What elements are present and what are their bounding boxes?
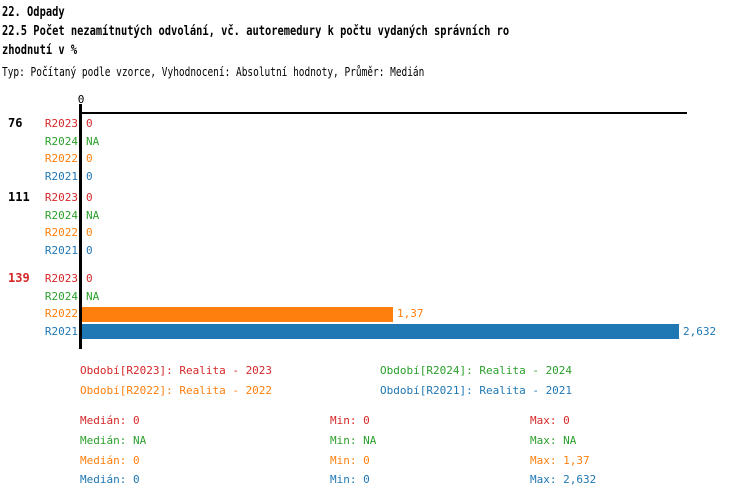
indicator-title-line1: 22.5 Počet nezamítnutých odvolání, vč. a…: [2, 24, 510, 39]
stat-max-r2024: Max: NA: [530, 434, 577, 447]
period-label: R2024: [44, 134, 78, 148]
y-axis-line: [79, 104, 82, 349]
stat-median-r2024: Medián: NA: [80, 434, 147, 447]
legend-item-r2022: Období[R2022]: Realita - 2022: [80, 384, 273, 397]
legend-item-r2021: Období[R2021]: Realita - 2021: [380, 384, 573, 397]
group-label: 76: [8, 116, 23, 130]
row-value-label: NA: [86, 208, 100, 222]
period-label: R2022: [44, 226, 78, 239]
row-value-label: 0: [86, 117, 93, 130]
legend-item-r2024: Období[R2024]: Realita - 2024: [380, 364, 573, 377]
axis-zero-tick-label: 0: [77, 93, 85, 106]
row-value-label: 0: [86, 226, 93, 239]
x-axis-line: [79, 112, 687, 114]
row-value-label: NA: [86, 289, 100, 303]
stat-median-r2021: Medián: 0: [80, 473, 140, 486]
bar-value-label: 2,632: [683, 324, 717, 338]
stat-max-r2021: Max: 2,632: [530, 473, 597, 486]
row-value-label: 0: [86, 243, 93, 257]
indicator-meta: Typ: Počítaný podle vzorce, Vyhodnocení:…: [2, 65, 425, 79]
legend-item-r2023: Období[R2023]: Realita - 2023: [80, 364, 273, 377]
period-label: R2024: [44, 208, 78, 222]
stat-max-r2022: Max: 1,37: [530, 454, 590, 467]
value-bar: [82, 324, 679, 339]
group-label: 139: [8, 271, 30, 285]
period-label: R2022: [44, 307, 78, 320]
period-label: R2024: [44, 289, 78, 303]
row-value-label: 0: [86, 152, 93, 165]
period-label: R2021: [44, 169, 78, 183]
row-value-label: NA: [86, 134, 100, 148]
stat-min-r2024: Min: NA: [330, 434, 377, 447]
indicator-title-line2: zhodnutí v %: [2, 43, 78, 58]
period-label: R2022: [44, 152, 78, 165]
stat-median-r2023: Medián: 0: [80, 414, 140, 427]
stat-median-r2022: Medián: 0: [80, 454, 140, 467]
period-label: R2021: [44, 324, 78, 338]
row-value-label: 0: [86, 191, 93, 204]
stat-max-r2023: Max: 0: [530, 414, 570, 427]
stat-min-r2022: Min: 0: [330, 454, 370, 467]
period-label: R2023: [44, 117, 78, 130]
bar-value-label: 1,37: [397, 307, 424, 320]
group-label: 111: [8, 190, 30, 204]
period-label: R2023: [44, 272, 78, 285]
stat-min-r2023: Min: 0: [330, 414, 370, 427]
value-bar: [82, 306, 393, 322]
period-label: R2021: [44, 243, 78, 257]
row-value-label: 0: [86, 272, 93, 285]
section-title: 22. Odpady: [2, 5, 65, 20]
row-value-label: 0: [86, 169, 93, 183]
period-label: R2023: [44, 191, 78, 204]
stat-min-r2021: Min: 0: [330, 473, 370, 486]
